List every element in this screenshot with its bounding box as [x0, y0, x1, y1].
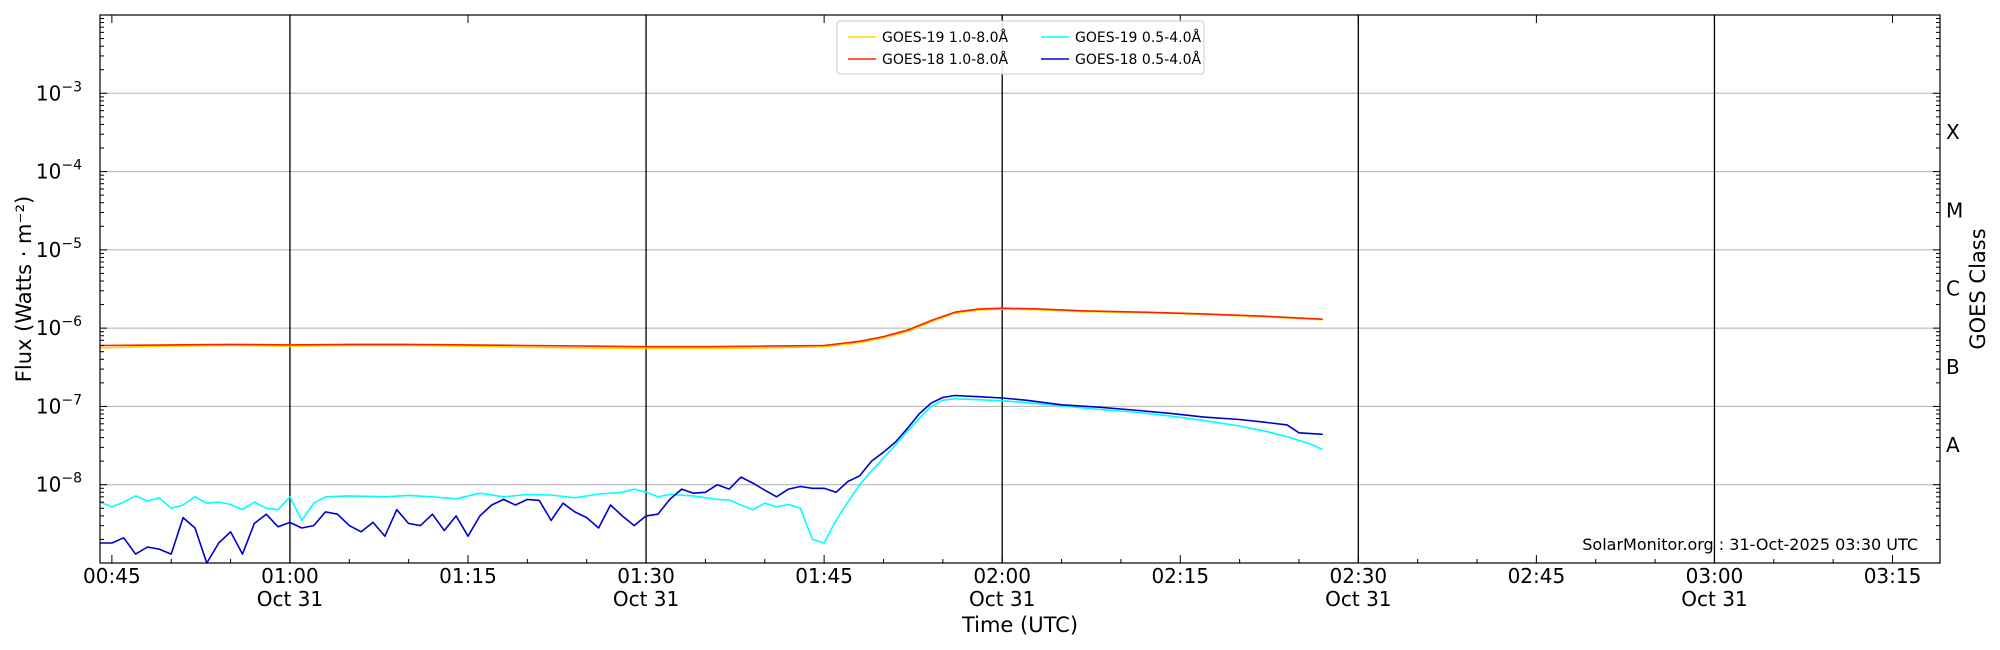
y-tick-base: 10	[36, 394, 61, 418]
goes-class-b: B	[1946, 355, 1960, 379]
y-tick-exponent: −3	[61, 79, 82, 95]
x-tick-date-label: Oct 31	[1681, 587, 1747, 611]
x-tick-date-label: Oct 31	[613, 587, 679, 611]
series-line-goes-18-1-0-8-0	[99, 307, 1323, 348]
y-tick-label: 10−7	[36, 392, 82, 418]
series-line-goes-19-0-5-4-0	[99, 397, 1324, 544]
x-tick-label: 01:15	[439, 564, 497, 588]
grid-layer	[100, 92, 1940, 486]
y-tick-exponent: −7	[61, 392, 82, 408]
y-tick-exponent: −6	[61, 314, 82, 330]
y-tick-label: 10−6	[36, 314, 82, 340]
legend-label: GOES-19 0.5-4.0Å	[1075, 29, 1201, 46]
legend-items: GOES-19 1.0-8.0Å GOES-18 1.0-8.0Å GOES-19 …	[848, 29, 1201, 68]
y-tick-base: 10	[36, 238, 61, 262]
x-tick-label: 01:30	[617, 564, 675, 588]
x-axis-label: Time (UTC)	[961, 613, 1078, 637]
x-tick-label: 01:45	[795, 564, 853, 588]
goes-class-m: M	[1946, 198, 1963, 222]
x-tick-label: 03:00	[1686, 564, 1744, 588]
y-tick-label: 10−5	[36, 236, 82, 262]
series-line-goes-19-1-0-8-0	[99, 308, 1323, 350]
plot-frame	[99, 14, 1941, 564]
y-tick-base: 10	[36, 316, 61, 340]
legend: GOES-19 1.0-8.0Å GOES-18 1.0-8.0Å GOES-19 …	[836, 20, 1205, 75]
y-tick-label: 10−4	[36, 158, 82, 184]
y-tick-base: 10	[36, 160, 61, 184]
y-tick-label: 10−8	[36, 471, 82, 497]
x-tick-label: 02:15	[1151, 564, 1209, 588]
x-tick-date-label: Oct 31	[1325, 587, 1391, 611]
goes-class-x: X	[1946, 120, 1960, 144]
series-layer	[99, 307, 1324, 564]
x-tick-date-label: Oct 31	[257, 587, 323, 611]
x-tick-label: 02:45	[1508, 564, 1566, 588]
x-tick-label: 01:00	[261, 564, 319, 588]
legend-label: GOES-18 0.5-4.0Å	[1075, 51, 1201, 68]
x-tick-label: 02:30	[1330, 564, 1388, 588]
y-tick-labels: 10−810−710−610−510−410−3	[36, 79, 82, 496]
series-line-goes-18-0-5-4-0	[100, 394, 1323, 564]
goes-class-a: A	[1946, 433, 1960, 457]
half-hour-lines	[289, 15, 1716, 563]
right-axis-label: GOES Class	[1966, 228, 1990, 349]
y-tick-exponent: −8	[61, 471, 82, 487]
legend-label: GOES-18 1.0-8.0Å	[882, 51, 1008, 68]
x-tick-label: 03:15	[1864, 564, 1922, 588]
tick-layer	[100, 15, 1940, 564]
y-axis-label: Flux (Watts · m⁻²)	[12, 196, 36, 382]
y-tick-base: 10	[36, 81, 61, 105]
legend-box	[836, 20, 1205, 75]
legend-label: GOES-19 1.0-8.0Å	[882, 29, 1008, 46]
x-tick-label: 00:45	[83, 564, 141, 588]
goes-class-c: C	[1946, 277, 1960, 301]
x-tick-date-label: Oct 31	[969, 587, 1035, 611]
y-tick-label: 10−3	[36, 79, 82, 105]
y-tick-exponent: −5	[61, 236, 82, 252]
goes-class-labels: A B C M X	[1946, 120, 1963, 457]
x-tick-label: 02:00	[973, 564, 1031, 588]
y-tick-exponent: −4	[61, 158, 82, 174]
watermark: SolarMonitor.org : 31-Oct-2025 03:30 UTC	[1582, 535, 1918, 554]
y-tick-base: 10	[36, 473, 61, 497]
